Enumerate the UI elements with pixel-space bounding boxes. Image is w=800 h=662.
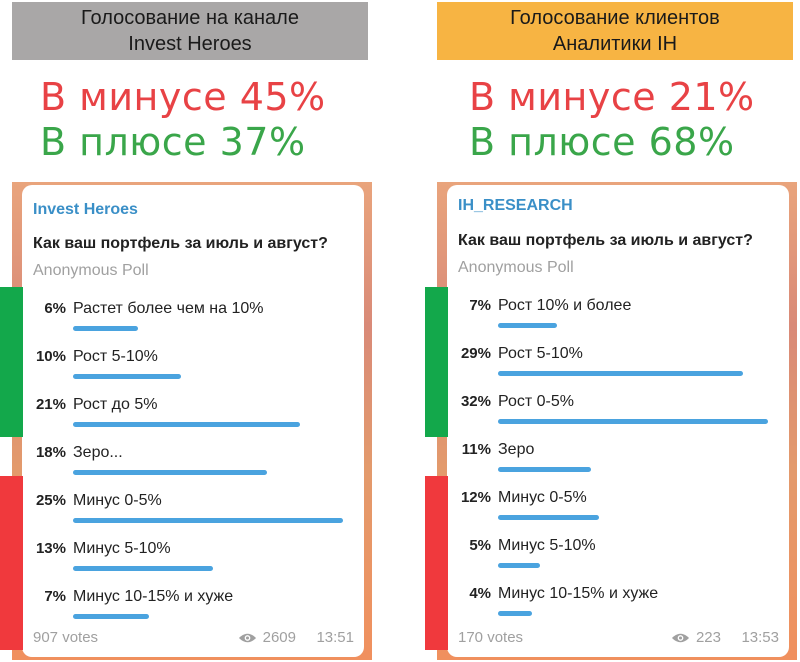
left-header-line1: Голосование на канале [81, 7, 299, 29]
right-negative-marker [425, 476, 448, 650]
option-percent: 12% [460, 489, 491, 506]
right-poll-background: IH_RESEARCH Как ваш портфель за июль и а… [437, 182, 797, 660]
option-percent: 4% [469, 585, 491, 602]
left-poll-option[interactable]: 6% Растет более чем на 10% [22, 300, 364, 348]
left-view-count-group: 2609 [238, 629, 296, 646]
right-positive-marker [425, 287, 448, 437]
option-percent: 5% [469, 537, 491, 554]
right-poll-question: Как ваш портфель за июль и август? [458, 232, 753, 249]
option-bar [73, 422, 300, 427]
option-label: Минус 0-5% [498, 489, 587, 506]
option-label: Минус 10-15% и хуже [498, 585, 659, 602]
right-plus-summary: В плюсе 68% [469, 120, 735, 164]
option-bar [498, 611, 532, 616]
eye-icon [671, 633, 690, 642]
right-poll-footer: 170 votes 223 13:53 [458, 629, 779, 649]
right-view-count: 223 [695, 629, 721, 646]
right-column: Голосование клиентов Аналитики IH В мину… [400, 0, 800, 662]
option-percent: 7% [469, 297, 491, 314]
option-label: Зеро... [73, 444, 123, 461]
left-header: Голосование на канале Invest Heroes [12, 2, 368, 60]
right-poll-option[interactable]: 4% Минус 10-15% и хуже [447, 585, 789, 633]
option-percent: 18% [35, 444, 66, 461]
left-poll-card: Invest Heroes Как ваш портфель за июль и… [22, 185, 364, 657]
left-poll-channel-name[interactable]: Invest Heroes [33, 201, 138, 218]
left-positive-marker [0, 287, 23, 437]
option-bar [73, 326, 138, 331]
option-label: Рост 5-10% [498, 345, 583, 362]
option-bar [498, 467, 591, 472]
left-poll-footer: 907 votes 2609 13:51 [33, 629, 354, 649]
left-poll-option[interactable]: 7% Минус 10-15% и хуже [22, 588, 364, 636]
option-percent: 25% [35, 492, 66, 509]
right-poll-type: Anonymous Poll [458, 259, 574, 276]
left-negative-marker [0, 476, 23, 650]
option-percent: 6% [44, 300, 66, 317]
option-bar [73, 518, 343, 523]
right-header-line1: Голосование клиентов [510, 7, 720, 29]
left-plus-summary: В плюсе 37% [40, 120, 306, 164]
option-percent: 7% [44, 588, 66, 605]
option-bar [498, 419, 768, 424]
right-poll-channel-name[interactable]: IH_RESEARCH [458, 197, 573, 214]
option-percent: 10% [35, 348, 66, 365]
left-poll-question: Как ваш портфель за июль и август? [33, 235, 328, 252]
right-header: Голосование клиентов Аналитики IH [437, 2, 793, 60]
right-vote-count[interactable]: 170 votes [458, 629, 524, 646]
option-bar [498, 323, 557, 328]
option-bar [498, 371, 743, 376]
left-poll-option[interactable]: 18% Зеро... [22, 444, 364, 492]
option-bar [73, 470, 267, 475]
option-label: Рост 10% и более [498, 297, 632, 314]
option-percent: 21% [35, 396, 66, 413]
left-header-line2: Invest Heroes [128, 33, 252, 55]
option-percent: 32% [460, 393, 491, 410]
option-label: Рост до 5% [73, 396, 158, 413]
option-label: Зеро [498, 441, 535, 458]
option-label: Минус 5-10% [73, 540, 171, 557]
option-percent: 13% [35, 540, 66, 557]
option-label: Минус 5-10% [498, 537, 596, 554]
eye-icon [238, 633, 256, 642]
right-poll-option[interactable]: 29% Рост 5-10% [447, 345, 789, 393]
right-post-time: 13:53 [741, 629, 779, 646]
option-bar [498, 563, 540, 568]
left-poll-background: Invest Heroes Как ваш портфель за июль и… [12, 182, 372, 660]
left-vote-count[interactable]: 907 votes [33, 629, 99, 646]
left-view-count: 2609 [262, 629, 296, 646]
right-poll-option[interactable]: 32% Рост 0-5% [447, 393, 789, 441]
right-poll-card: IH_RESEARCH Как ваш портфель за июль и а… [447, 185, 789, 657]
left-minus-summary: В минусе 45% [40, 75, 326, 119]
right-poll-option[interactable]: 11% Зеро [447, 441, 789, 489]
left-post-time: 13:51 [316, 629, 354, 646]
option-label: Рост 5-10% [73, 348, 158, 365]
option-label: Рост 0-5% [498, 393, 574, 410]
option-label: Минус 0-5% [73, 492, 162, 509]
left-poll-option[interactable]: 13% Минус 5-10% [22, 540, 364, 588]
left-poll-option[interactable]: 21% Рост до 5% [22, 396, 364, 444]
option-bar [73, 566, 213, 571]
right-poll-option[interactable]: 5% Минус 5-10% [447, 537, 789, 585]
left-poll-type: Anonymous Poll [33, 262, 149, 279]
left-column: Голосование на канале Invest Heroes В ми… [0, 2, 372, 660]
option-percent: 11% [461, 441, 491, 458]
right-poll-option[interactable]: 7% Рост 10% и более [447, 297, 789, 345]
left-poll-option[interactable]: 25% Минус 0-5% [22, 492, 364, 540]
right-poll-option[interactable]: 12% Минус 0-5% [447, 489, 789, 537]
right-minus-summary: В минусе 21% [469, 75, 755, 119]
option-bar [73, 374, 181, 379]
option-bar [498, 515, 599, 520]
left-poll-option[interactable]: 10% Рост 5-10% [22, 348, 364, 396]
option-label: Минус 10-15% и хуже [73, 588, 234, 605]
option-percent: 29% [460, 345, 491, 362]
option-label: Растет более чем на 10% [73, 300, 264, 317]
right-header-line2: Аналитики IH [552, 33, 678, 55]
option-bar [73, 614, 149, 619]
right-view-count-group: 223 [671, 629, 721, 646]
